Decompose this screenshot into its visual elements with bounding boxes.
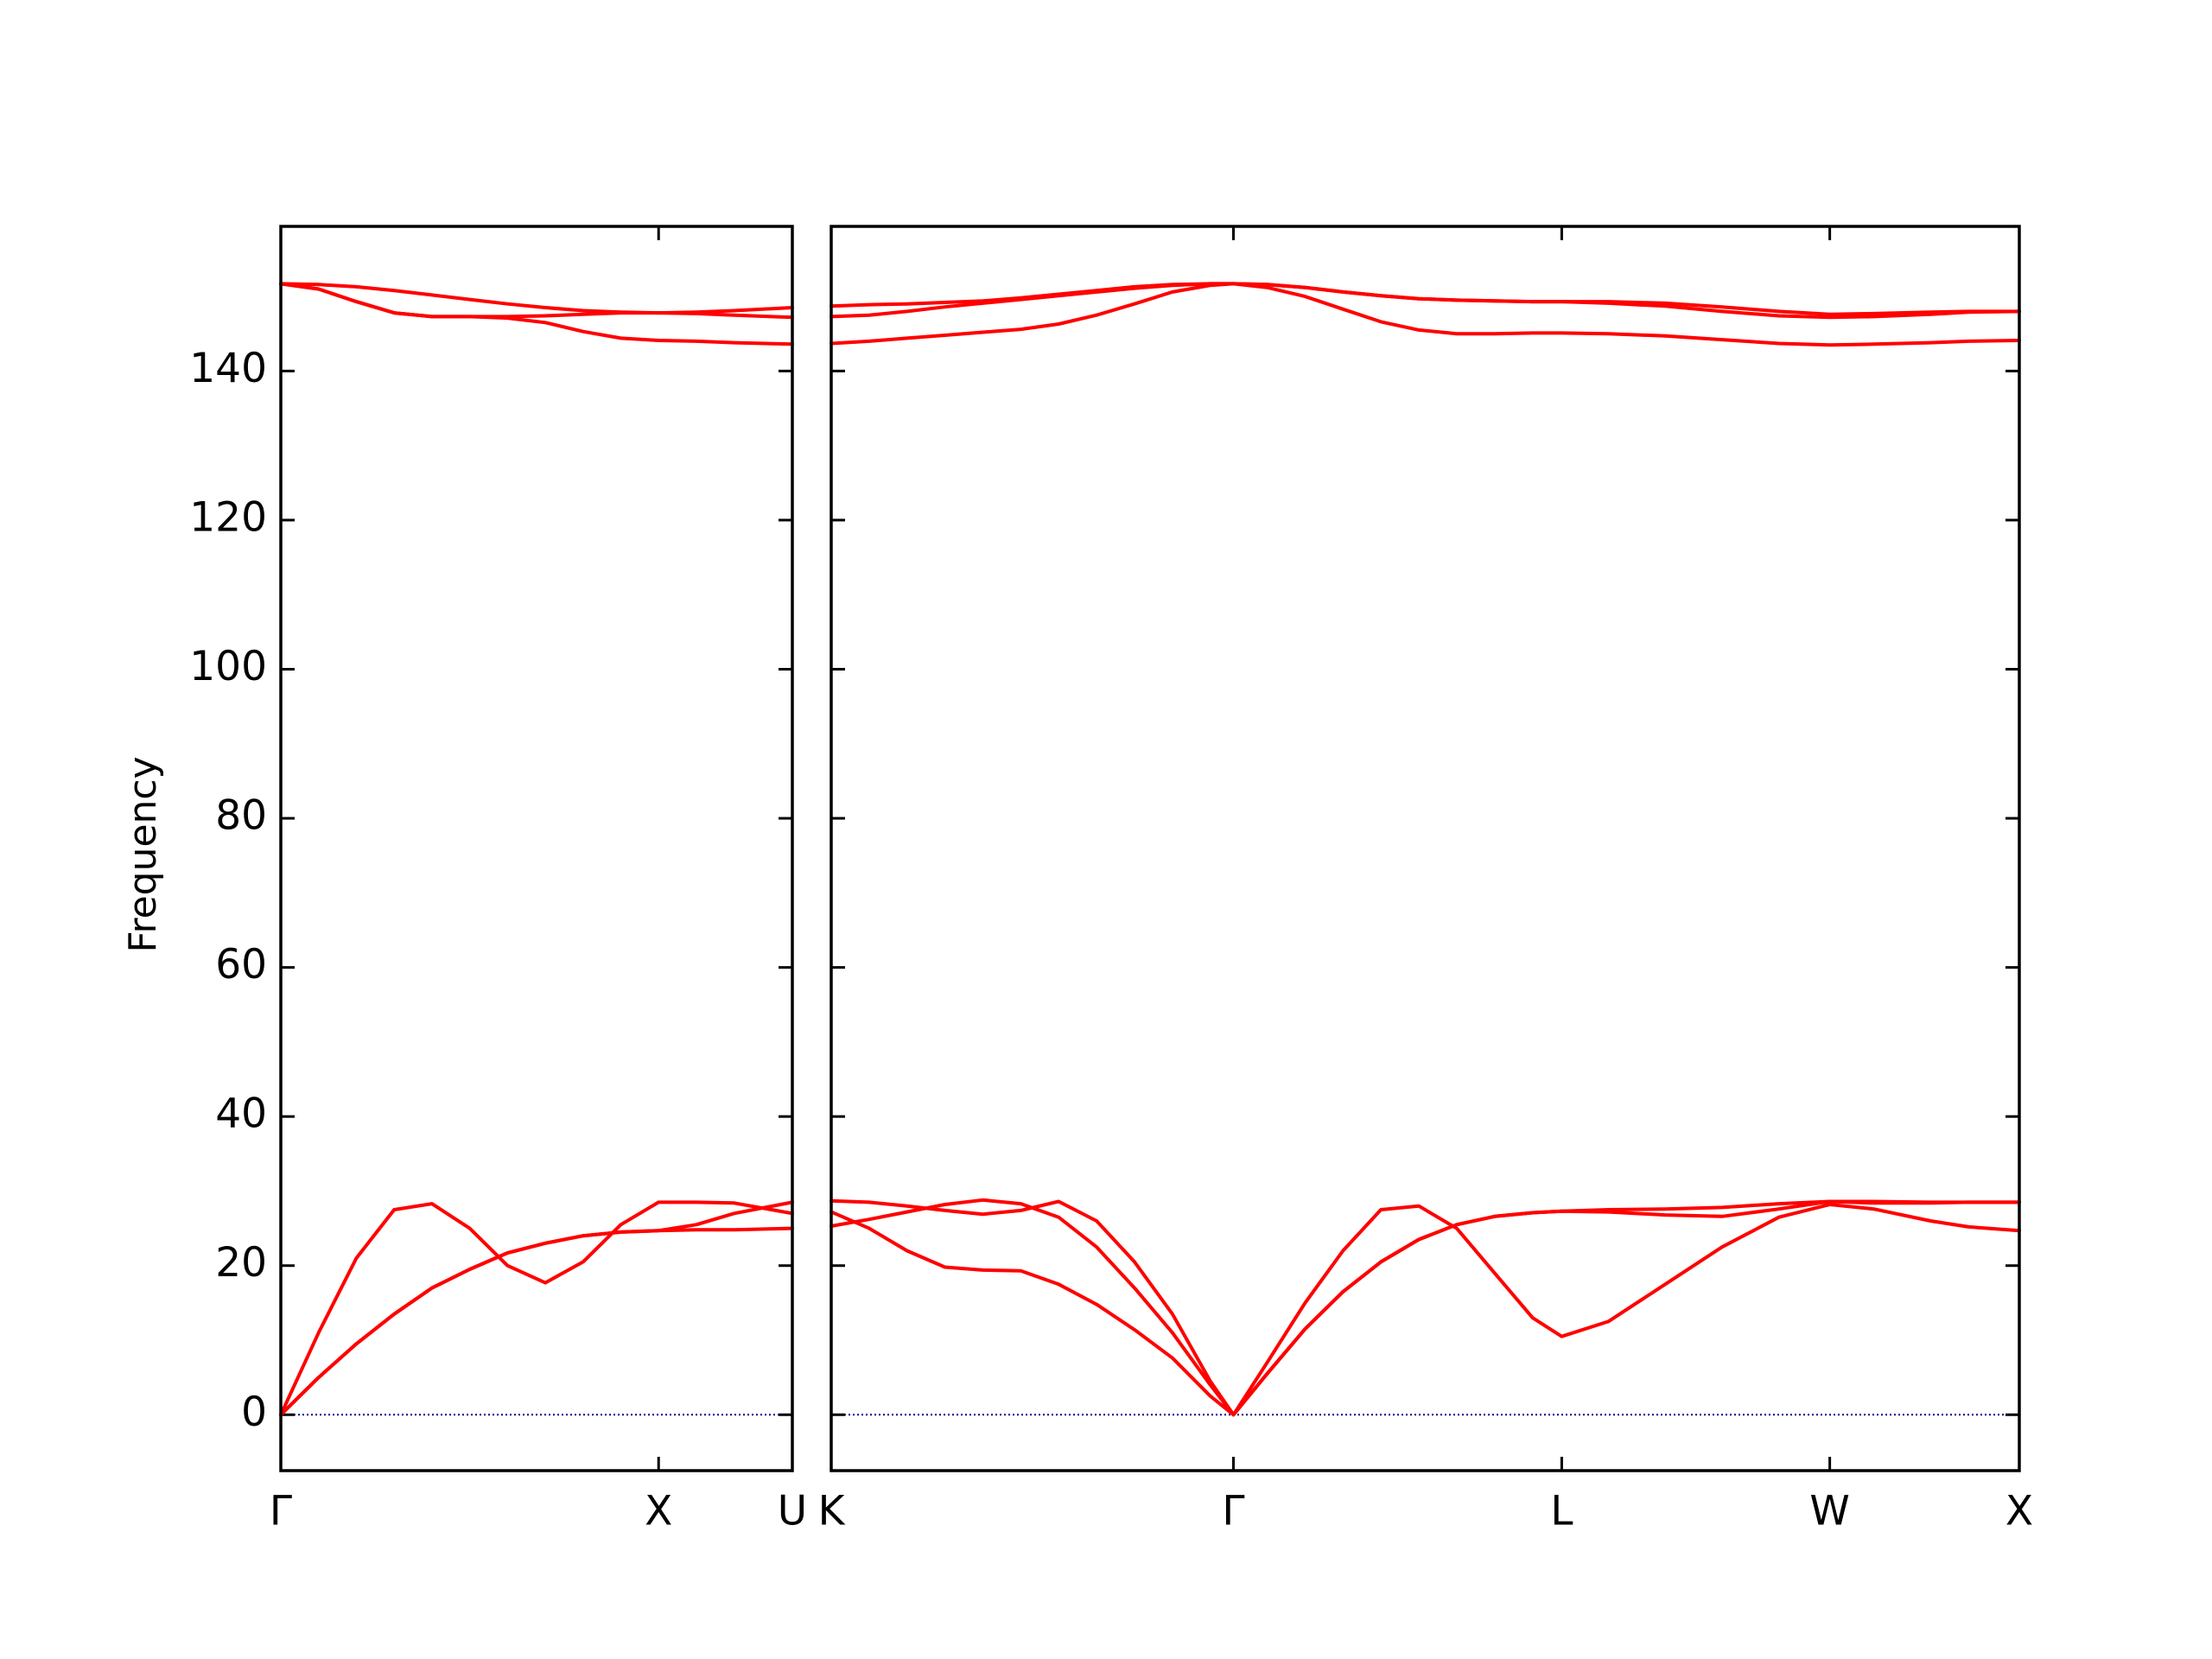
band-line	[830, 1198, 2021, 1417]
x-tick-label: W	[1809, 1488, 1849, 1535]
y-tick-label: 120	[189, 493, 267, 541]
plot-frame	[830, 225, 2021, 1472]
x-tick-label: Γ	[270, 1488, 292, 1535]
band-line	[830, 282, 2021, 320]
y-tick-label: 100	[189, 643, 267, 690]
x-tick-label: K	[818, 1488, 846, 1535]
plot-frame	[279, 225, 794, 1472]
x-tick-label: U	[778, 1488, 807, 1535]
band-line	[279, 1200, 794, 1417]
band-line	[830, 1203, 2021, 1417]
y-tick-label: 140	[189, 345, 267, 392]
y-tick-label: 0	[241, 1389, 267, 1436]
y-tick-label: 20	[215, 1239, 267, 1287]
x-tick-label: X	[645, 1488, 672, 1535]
band-line	[279, 282, 794, 346]
y-tick-label: 40	[215, 1090, 267, 1138]
band-line	[279, 1200, 794, 1417]
x-tick-label: Γ	[1222, 1488, 1244, 1535]
y-axis-label: Frequency	[121, 756, 165, 952]
x-tick-label: X	[2005, 1488, 2033, 1535]
y-tick-label: 60	[215, 941, 267, 988]
band-line	[279, 282, 794, 315]
x-tick-label: L	[1550, 1488, 1573, 1535]
band-line	[830, 1198, 2021, 1417]
band-line	[830, 282, 2021, 347]
y-tick-label: 80	[215, 792, 267, 840]
